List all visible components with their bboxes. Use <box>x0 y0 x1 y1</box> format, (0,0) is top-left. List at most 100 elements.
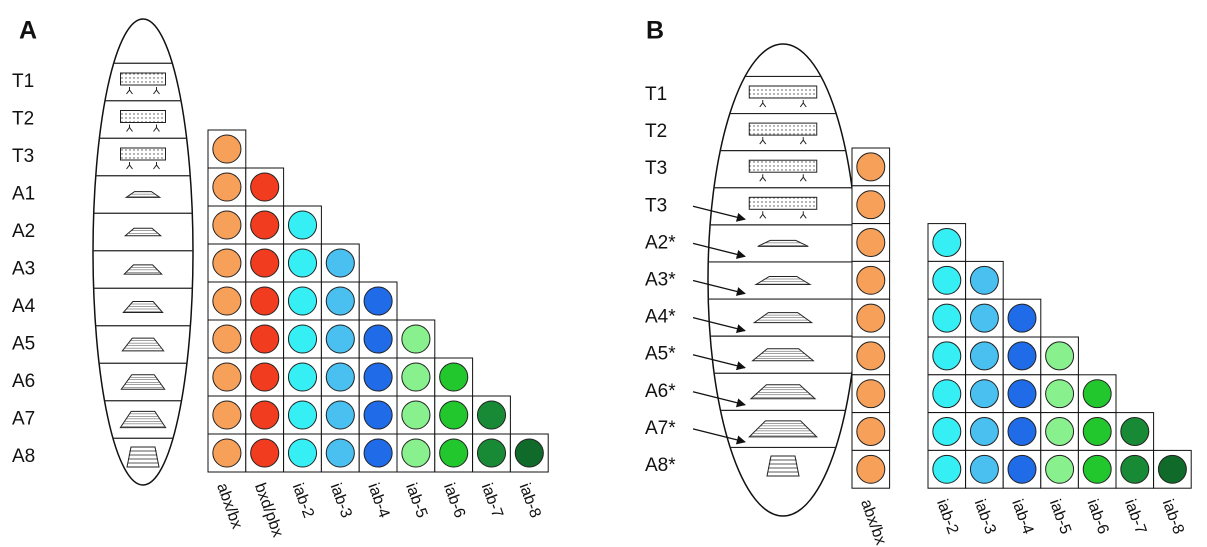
expression-dot <box>856 417 886 446</box>
denticle-band <box>749 384 817 400</box>
expression-dot <box>439 362 469 392</box>
denticle-band <box>748 420 818 438</box>
expression-dot <box>1082 454 1112 484</box>
expression-dot <box>287 400 318 430</box>
arrow <box>692 428 746 445</box>
expression-dot <box>212 172 242 202</box>
denticle-band <box>123 227 163 237</box>
expression-dot <box>325 438 355 468</box>
expression-dot <box>363 286 393 316</box>
leg <box>799 211 807 219</box>
expression-dot <box>250 362 280 392</box>
expression-dot <box>1045 379 1075 409</box>
leg <box>759 137 767 145</box>
expression-dot <box>287 286 318 316</box>
segment-label: A4* <box>645 307 676 328</box>
expression-dot <box>212 362 242 392</box>
denticle-band <box>766 455 800 477</box>
denticle-band <box>121 337 165 352</box>
embryo-segments <box>708 75 858 477</box>
expression-dot <box>212 400 242 430</box>
segment-label: A2 <box>12 221 35 242</box>
embryo-outline <box>92 18 194 486</box>
panel-label: B <box>646 17 664 45</box>
expression-dot <box>856 379 886 409</box>
column-label: iab-7 <box>1121 497 1149 536</box>
expression-dot <box>856 152 886 182</box>
expression-dot <box>212 134 242 164</box>
expression-dot <box>969 303 999 333</box>
embryo-segments <box>93 62 193 468</box>
expression-dot <box>287 438 318 468</box>
segment-label: A6 <box>12 371 35 392</box>
expression-dot <box>932 454 962 484</box>
segment-label: A1 <box>12 184 35 205</box>
thoracic-band <box>748 196 818 210</box>
expression-dot <box>1082 417 1112 446</box>
expression-dot <box>969 341 999 371</box>
expression-dot <box>212 324 242 354</box>
denticle-band <box>754 276 812 285</box>
leg <box>799 100 807 108</box>
thoracic-band <box>120 110 166 123</box>
expression-dot <box>476 438 507 468</box>
expression-dot <box>969 265 999 295</box>
segment-label: T2 <box>645 121 667 142</box>
expression-dot <box>212 286 242 316</box>
expression-dot <box>287 324 318 354</box>
panel-label: A <box>19 17 37 45</box>
expression-dot <box>287 362 318 392</box>
segment-label: A7* <box>645 418 676 439</box>
segment-label: T3 <box>12 146 34 167</box>
expression-dot <box>363 324 393 354</box>
arrow <box>692 205 746 222</box>
leg <box>153 162 160 170</box>
arrow <box>692 242 746 259</box>
expression-dot <box>250 210 280 240</box>
expression-dot <box>212 438 242 468</box>
expression-dot <box>969 379 999 409</box>
segment-label: A8* <box>645 455 676 476</box>
expression-dot <box>363 438 393 468</box>
segment-label: A6* <box>645 381 676 402</box>
arrow <box>692 354 746 371</box>
expression-dot <box>363 362 393 392</box>
expression-dot <box>856 190 886 220</box>
column-label: abx/bx <box>857 497 889 547</box>
expression-dot <box>932 303 962 333</box>
leg <box>126 87 133 95</box>
expression-dot <box>325 324 355 354</box>
expression-dot <box>932 417 962 446</box>
segment-label: T2 <box>12 109 34 130</box>
segment-label: A8 <box>12 446 35 467</box>
leg <box>153 124 160 132</box>
expression-dot <box>1007 417 1037 446</box>
leg <box>799 137 807 145</box>
denticle-band <box>751 348 815 362</box>
expression-dot <box>439 438 469 468</box>
expression-dot <box>250 286 280 316</box>
expression-dot <box>856 265 886 295</box>
denticle-band <box>119 410 167 429</box>
expression-dot <box>1007 454 1037 484</box>
expression-dot <box>1120 454 1150 484</box>
expression-dot <box>856 303 886 333</box>
expression-dot <box>1007 341 1037 371</box>
arrow <box>692 316 746 334</box>
column-label: iab-4 <box>1008 497 1036 536</box>
expression-dot <box>287 248 318 278</box>
leg <box>126 162 133 170</box>
thoracic-band <box>120 72 166 86</box>
segment-label: T3 <box>645 195 667 216</box>
expression-dot <box>932 379 962 409</box>
expression-dot <box>1045 417 1075 446</box>
expression-dot <box>363 400 393 430</box>
leg <box>759 100 767 108</box>
expression-dot <box>439 400 469 430</box>
expression-dot <box>325 362 355 392</box>
expression-dot <box>212 210 242 240</box>
expression-dot <box>856 454 886 484</box>
expression-dot <box>250 438 280 468</box>
arrow <box>692 279 746 296</box>
expression-dot <box>325 400 355 430</box>
